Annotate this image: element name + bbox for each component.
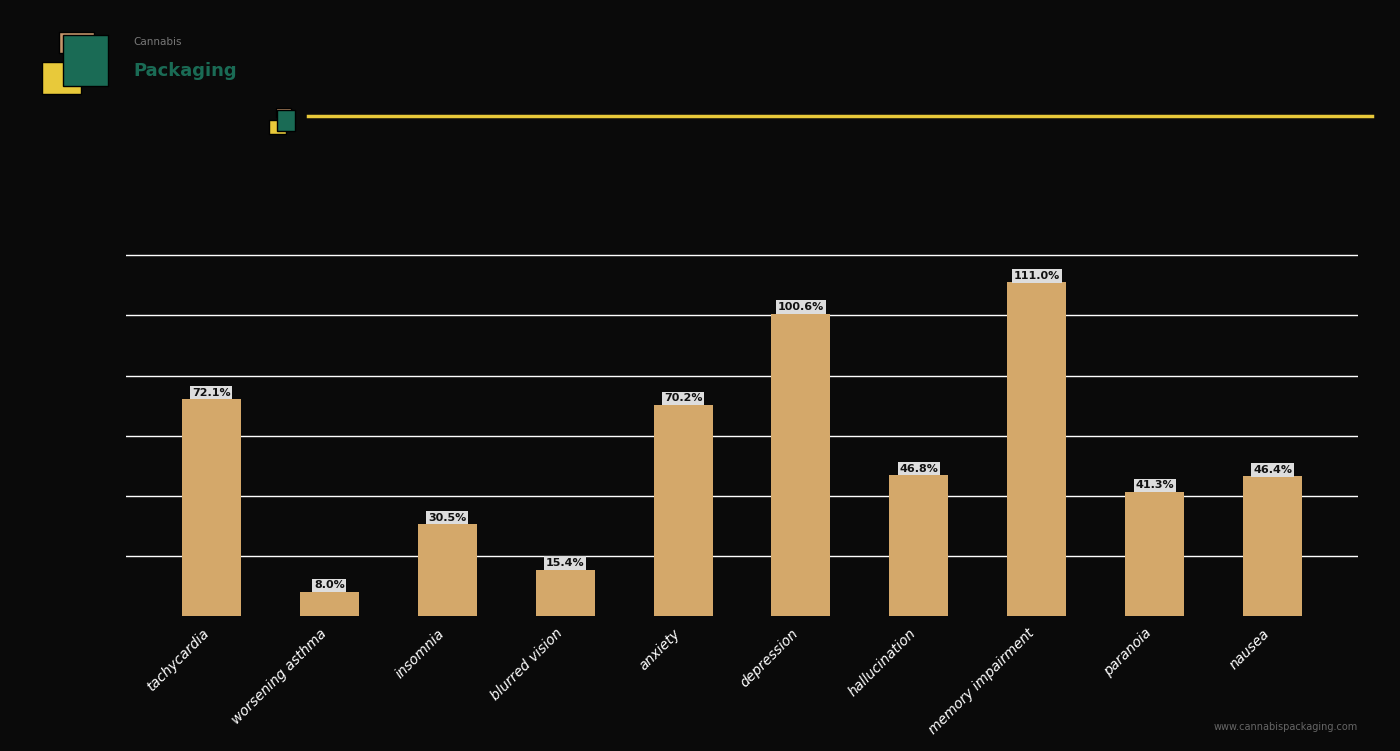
Text: 72.1%: 72.1%	[192, 388, 231, 398]
Text: 46.4%: 46.4%	[1253, 465, 1292, 475]
Bar	[536, 569, 595, 616]
Bar	[1007, 282, 1067, 616]
Text: 111.0%: 111.0%	[1014, 271, 1060, 281]
Bar	[771, 314, 830, 616]
Text: www.cannabispackaging.com: www.cannabispackaging.com	[1214, 722, 1358, 732]
Bar	[1243, 476, 1302, 616]
Bar	[1126, 492, 1184, 616]
Text: 70.2%: 70.2%	[664, 394, 703, 403]
Text: Packaging: Packaging	[133, 62, 237, 80]
Text: 8.0%: 8.0%	[314, 581, 344, 590]
Bar	[182, 400, 241, 616]
Bar	[654, 405, 713, 616]
Text: 15.4%: 15.4%	[546, 558, 584, 568]
Bar	[417, 524, 477, 616]
Text: 46.8%: 46.8%	[899, 463, 938, 474]
Bar	[300, 592, 358, 616]
Text: 41.3%: 41.3%	[1135, 480, 1175, 490]
Text: Cannabis: Cannabis	[133, 37, 182, 47]
Text: 30.5%: 30.5%	[428, 513, 466, 523]
Text: 100.6%: 100.6%	[778, 302, 825, 312]
Bar	[889, 475, 948, 616]
